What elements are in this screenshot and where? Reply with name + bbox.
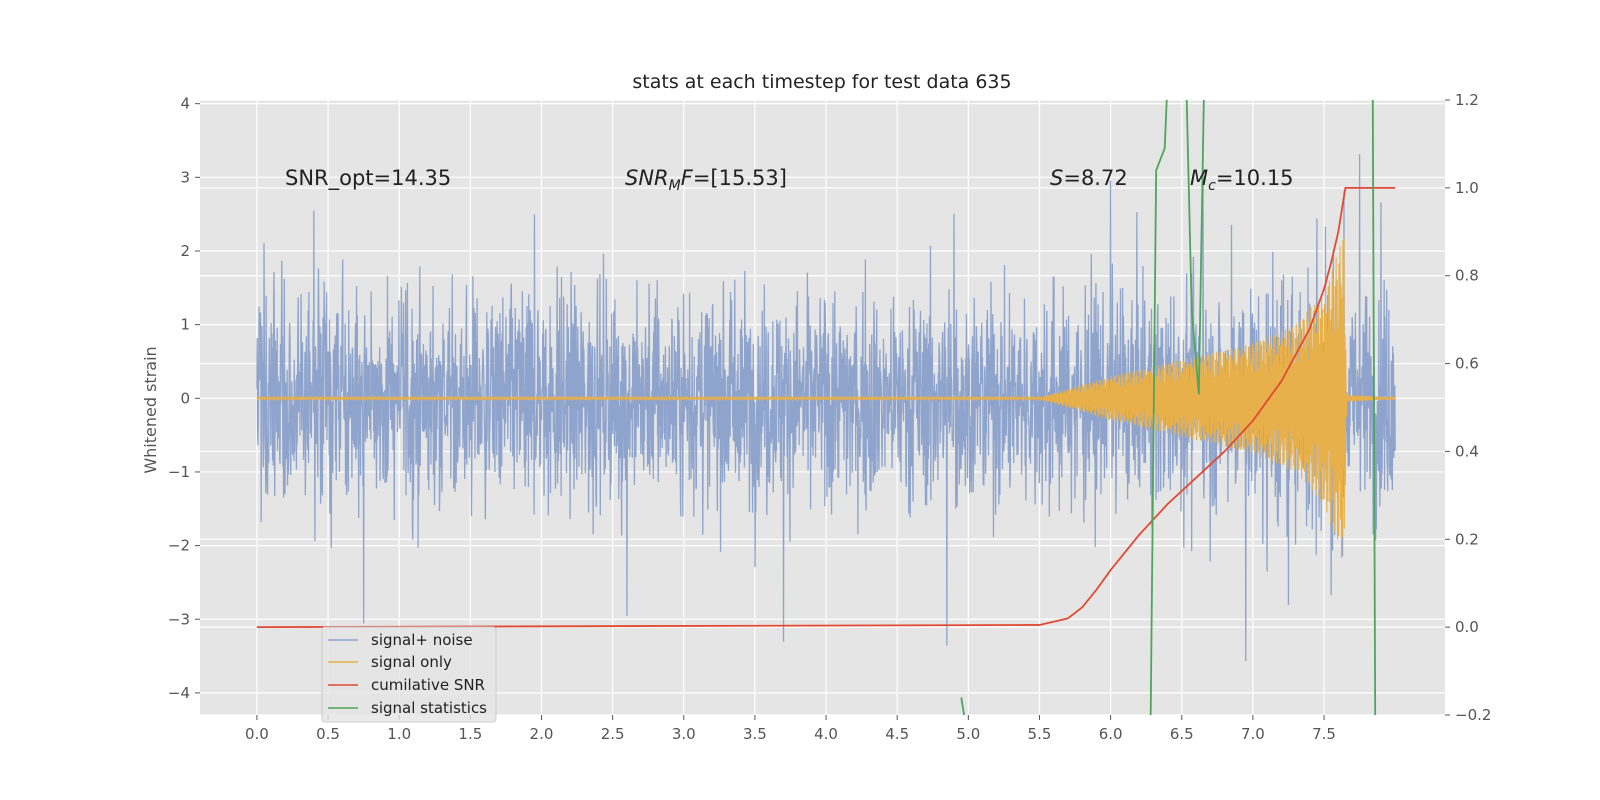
y-tick-label: −4 [168,684,190,702]
y-tick-label: −2 [168,537,190,555]
x-tick-label: 1.0 [387,725,411,743]
y-axis-ticks: 4 3 2 1 0 −1 −2 −3 −4 [168,95,200,702]
y-tick-label: 4 [180,95,190,113]
y2-tick-label: −0.2 [1455,706,1491,724]
series-cumulative-snr [256,186,1396,629]
x-tick-label: 4.5 [885,725,909,743]
y2-axis-ticks: 1.2 1.0 0.8 0.6 0.4 0.2 0.0 −0.2 [1445,91,1491,724]
x-tick-label: 6.5 [1170,725,1194,743]
y2-tick-label: 1.2 [1455,91,1479,109]
y2-tick-label: 0.8 [1455,267,1479,285]
annotation-snr-opt: SNR_opt=14.35 [285,166,451,191]
y-tick-label: 0 [180,389,190,407]
y-tick-label: −3 [168,610,190,628]
annotation-mc-value: =10.15 [1216,166,1294,190]
series-signal-only [256,237,1396,558]
plot-area [256,100,1396,715]
x-axis-ticks: 0.0 0.5 1.0 1.5 2.0 2.5 3.0 3.5 4.0 4.5 5.0 5.5 6.0 6… [245,715,1336,743]
x-tick-label: 7.0 [1241,725,1265,743]
x-tick-label: 3.0 [672,725,696,743]
annotation-s: S=8.72 [1050,166,1128,190]
legend-label-signal-only: signal only [371,653,452,671]
x-tick-label: 6.0 [1099,725,1123,743]
y2-tick-label: 0.2 [1455,530,1479,548]
y2-tick-label: 0.6 [1455,355,1479,373]
annotation-s-value: =8.72 [1063,166,1127,190]
y-tick-label: −1 [168,463,190,481]
legend-label-signal-plus-noise: signal+ noise [371,631,473,649]
y2-tick-label: 0.4 [1455,442,1479,460]
legend: signal+ noise signal only cumilative SNR… [321,626,497,723]
y2-tick-label: 1.0 [1455,179,1479,197]
annotation-snr-mf-sub: M [669,178,681,194]
x-tick-label: 7.5 [1312,725,1336,743]
annotation-snr-mf: SNRMF=[15.53] [625,166,787,194]
y-tick-label: 3 [180,168,190,186]
y-tick-label: 1 [180,316,190,334]
y-tick-label: 2 [180,242,190,260]
x-tick-label: 5.5 [1028,725,1052,743]
annotation-mc: Mc=10.15 [1190,166,1294,194]
legend-label-cumulative-snr: cumilative SNR [371,676,485,694]
x-tick-label: 0.0 [245,725,269,743]
annotation-snr-mf-main: SNR [625,166,669,190]
y-axis-label: Whitened strain [141,346,160,473]
annotation-mc-sub: c [1208,178,1216,194]
x-tick-label: 0.5 [316,725,340,743]
legend-label-signal-statistics: signal statistics [371,699,487,717]
x-tick-label: 1.5 [458,725,482,743]
annotation-snr-mf-suffix: F [681,166,694,190]
annotation-snr-mf-value: =[15.53] [693,166,787,190]
x-tick-label: 4.0 [814,725,838,743]
x-tick-label: 2.5 [601,725,625,743]
x-tick-label: 2.0 [530,725,554,743]
annotation-mc-symbol: M [1190,166,1208,190]
legend-box [321,626,497,723]
y2-tick-label: 0.0 [1455,618,1479,636]
x-tick-label: 5.0 [956,725,980,743]
x-tick-label: 3.5 [743,725,767,743]
annotation-s-symbol: S [1050,166,1063,190]
chart-title: stats at each timestep for test data 635 [632,71,1011,93]
